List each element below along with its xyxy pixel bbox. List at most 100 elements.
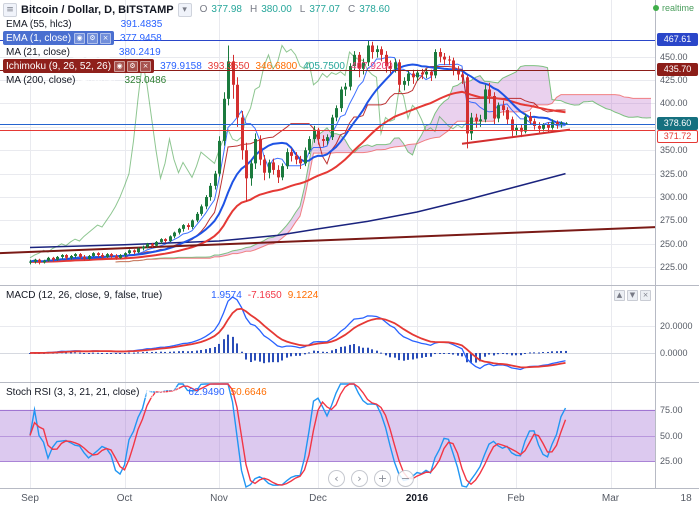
- scroll-left-button[interactable]: ‹: [328, 470, 345, 487]
- close-icon[interactable]: ×: [100, 18, 112, 30]
- axis-tick-label: 225.00: [660, 262, 688, 273]
- close-icon[interactable]: ×: [191, 289, 203, 301]
- axis-tick-label: 450.00: [660, 51, 688, 62]
- indicator-row-ma200[interactable]: MA (200, close) ◉ ⚙ × 325.0486: [3, 73, 166, 87]
- symbol-title[interactable]: Bitcoin / Dollar, D, BITSTAMP: [21, 3, 174, 16]
- indicator-row-ema55[interactable]: EMA (55, hlc3) ◉ ⚙ × 391.4835: [3, 17, 162, 31]
- eye-icon[interactable]: ◉: [142, 386, 154, 398]
- indicator-row-ma21[interactable]: MA (21, close) ◉ ⚙ × 380.2419: [3, 45, 161, 59]
- close-icon[interactable]: ×: [168, 386, 180, 398]
- axis-tick-label: 0.0000: [660, 348, 688, 358]
- indicator-label: EMA (1, close): [6, 32, 72, 44]
- eye-icon[interactable]: ◉: [114, 60, 126, 72]
- axis-tick-label: 250.00: [660, 238, 688, 249]
- menu-icon[interactable]: ≡: [3, 2, 17, 17]
- axis-tick-label: 400.00: [660, 98, 688, 109]
- gear-icon[interactable]: ⚙: [155, 386, 167, 398]
- axis-tick-label: 350.00: [660, 145, 688, 156]
- indicator-chip: EMA (1, close) ◉ ⚙ ×: [3, 31, 115, 45]
- indicator-row-ichimoku[interactable]: Ichimoku (9, 26, 52, 26) ◉ ⚙ × 379.9158 39…: [3, 59, 393, 73]
- axis-tick-label: 275.00: [660, 215, 688, 226]
- time-axis-label: 2016: [405, 493, 429, 504]
- pane-separator[interactable]: [0, 382, 699, 383]
- indicator-value: 346.6800: [255, 60, 298, 72]
- close-icon[interactable]: ×: [140, 60, 152, 72]
- axis-tick-label: 25.00: [660, 456, 683, 467]
- price-badge[interactable]: 378.60: [657, 116, 698, 130]
- gear-icon[interactable]: ⚙: [87, 18, 99, 30]
- gear-icon[interactable]: ⚙: [91, 74, 103, 86]
- indicator-value: 391.4835: [120, 18, 163, 30]
- close-icon[interactable]: ×: [104, 74, 116, 86]
- eye-icon[interactable]: ◉: [78, 74, 90, 86]
- pane-move-up-button[interactable]: ▲: [614, 290, 625, 301]
- ohlc-low-value: 377.07: [309, 4, 340, 15]
- ohlc-high-label: H: [249, 4, 258, 15]
- indicator-chip: MACD (12, 26, close, 9, false, true) ◉ ⚙ ×: [3, 288, 205, 302]
- time-axis-label: Sep: [21, 493, 39, 504]
- time-axis-label: Feb: [507, 493, 525, 504]
- indicator-chip: EMA (55, hlc3) ◉ ⚙ ×: [3, 17, 115, 31]
- realtime-indicator: realtime: [652, 3, 694, 13]
- zoom-out-button[interactable]: −: [397, 470, 414, 487]
- gear-icon[interactable]: ⚙: [178, 289, 190, 301]
- ohlc-close-label: C: [347, 4, 356, 15]
- realtime-label: realtime: [661, 3, 694, 13]
- scroll-right-button[interactable]: ›: [351, 470, 368, 487]
- indicator-label: MA (21, close): [6, 46, 70, 58]
- indicator-chip: MA (200, close) ◉ ⚙ ×: [3, 73, 118, 87]
- axis-tick-label: 75.00: [660, 404, 683, 415]
- axis-tick-label: 325.00: [660, 168, 688, 179]
- ohlc-low-label: L: [299, 4, 306, 15]
- price-badge[interactable]: 435.70: [657, 63, 698, 77]
- axis-tick-label: 20.0000: [660, 321, 693, 332]
- indicator-value: 407.9200: [350, 60, 393, 72]
- eye-icon[interactable]: ◉: [74, 32, 86, 44]
- price-badge[interactable]: 467.61: [657, 33, 698, 47]
- ohlc-open-value: 377.98: [211, 4, 242, 15]
- indicator-chip: MA (21, close) ◉ ⚙ ×: [3, 45, 113, 59]
- time-axis-label: Mar: [601, 493, 620, 504]
- close-icon[interactable]: ×: [98, 46, 110, 58]
- gear-icon[interactable]: ⚙: [87, 32, 99, 44]
- price-badge[interactable]: 371.72: [657, 130, 698, 143]
- indicator-value: 380.2419: [118, 46, 161, 58]
- indicator-value: 405.7500: [303, 60, 345, 72]
- gear-icon[interactable]: ⚙: [127, 60, 139, 72]
- price-axis[interactable]: 450.00 425.00 400.00 350.00 325.00 300.00 275.…: [655, 0, 699, 488]
- indicator-value: -7.1650: [247, 289, 282, 301]
- indicator-row-stochrsi[interactable]: Stoch RSI (3, 3, 21, 21, close) ◉ ⚙ × 62.9…: [3, 385, 267, 399]
- indicator-label: MA (200, close): [6, 74, 76, 86]
- indicator-value: 325.0486: [124, 74, 167, 86]
- eye-icon[interactable]: ◉: [165, 289, 177, 301]
- pane-controls: ▲ ▼ ×: [614, 290, 651, 301]
- gear-icon[interactable]: ⚙: [85, 46, 97, 58]
- indicator-value: 1.9574: [211, 289, 242, 301]
- indicator-label: Ichimoku (9, 26, 52, 26): [6, 60, 112, 72]
- chart-header: ≡ Bitcoin / Dollar, D, BITSTAMP ▾ O 377.…: [3, 2, 390, 17]
- symbol-dropdown-icon[interactable]: ▾: [177, 2, 192, 17]
- indicator-value: 62.9490: [188, 386, 225, 398]
- close-icon[interactable]: ×: [100, 32, 112, 44]
- time-axis-label: 18: [680, 493, 692, 504]
- realtime-dot-icon: [652, 5, 659, 11]
- indicator-row-macd[interactable]: MACD (12, 26, close, 9, false, true) ◉ ⚙ ×…: [3, 288, 318, 302]
- indicator-controls: ◉ ⚙ ×: [74, 32, 112, 44]
- indicator-value: 50.6646: [230, 386, 267, 398]
- time-axis[interactable]: Sep Oct Nov Dec 2016 Feb Mar 18: [0, 488, 699, 510]
- axis-tick-label: 50.00: [660, 430, 683, 441]
- pane-move-down-button[interactable]: ▼: [627, 290, 638, 301]
- eye-icon[interactable]: ◉: [74, 18, 86, 30]
- indicator-controls: ◉ ⚙ ×: [114, 60, 152, 72]
- indicator-row-ema1[interactable]: EMA (1, close) ◉ ⚙ × 377.9458: [3, 31, 162, 45]
- pane-separator[interactable]: [0, 285, 699, 286]
- ohlc-close-value: 378.60: [359, 4, 390, 15]
- eye-icon[interactable]: ◉: [72, 46, 84, 58]
- indicator-label: EMA (55, hlc3): [6, 18, 72, 30]
- pane-close-button[interactable]: ×: [640, 290, 651, 301]
- indicator-controls: ◉ ⚙ ×: [165, 289, 203, 301]
- indicator-controls: ◉ ⚙ ×: [74, 18, 112, 30]
- zoom-in-button[interactable]: +: [374, 470, 391, 487]
- time-axis-label: Dec: [309, 493, 327, 504]
